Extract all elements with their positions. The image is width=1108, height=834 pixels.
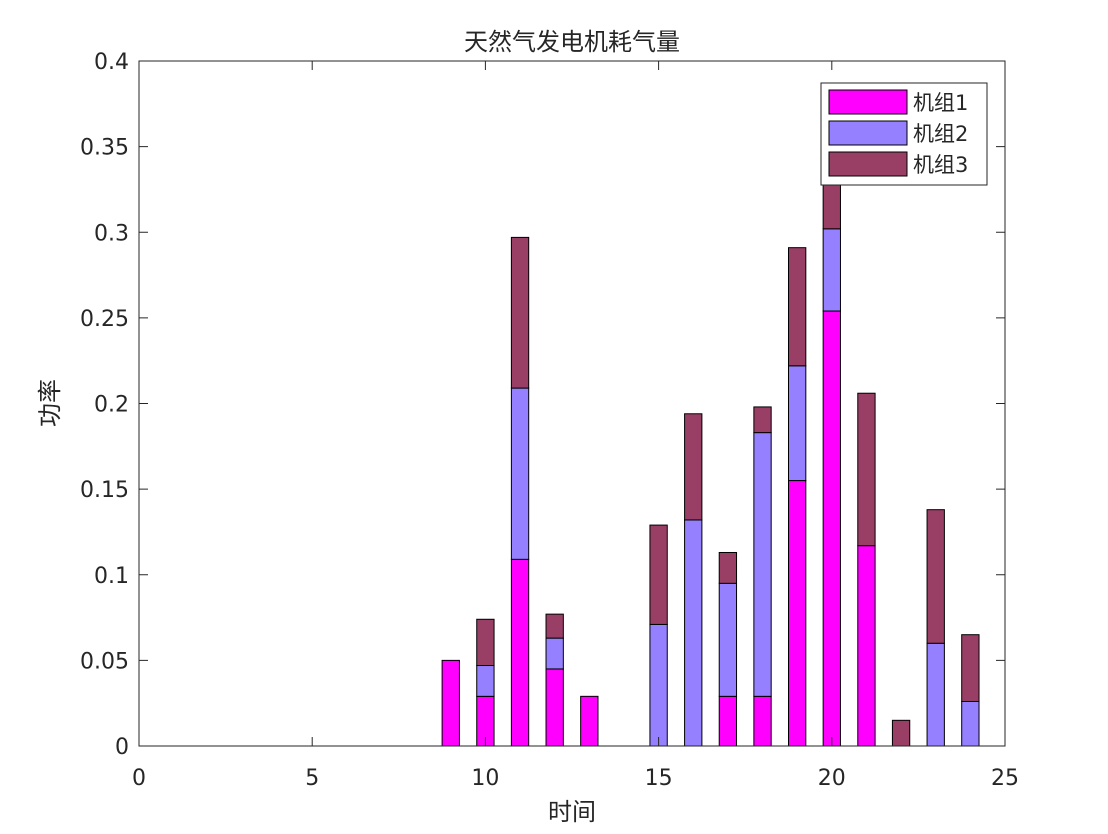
bar-segment <box>857 545 876 747</box>
chart-title: 天然气发电机耗气量 <box>464 28 680 56</box>
bar-segment <box>510 558 530 747</box>
legend: 机组1 机组2 机组3 <box>820 82 988 186</box>
bar-segment <box>961 700 980 747</box>
bar-segment <box>684 413 703 521</box>
legend-swatch <box>828 89 908 115</box>
x-axis-label: 时间 <box>548 798 596 826</box>
bar-segment <box>788 247 807 367</box>
x-tick-label: 5 <box>305 766 319 791</box>
legend-entry-label: 机组2 <box>913 122 968 146</box>
bar-segment <box>545 637 564 670</box>
x-tick-label: 10 <box>471 766 499 791</box>
bar-segment <box>649 524 668 625</box>
bar-segment <box>510 387 530 560</box>
bar-segment <box>788 480 807 747</box>
bar-segment <box>580 695 599 747</box>
bar-segment <box>788 365 807 482</box>
bar-segment <box>753 432 772 697</box>
y-tick-label: 0.15 <box>80 478 129 503</box>
bar-segment <box>545 613 564 639</box>
bar-segment <box>822 310 841 747</box>
y-tick-label: 0.35 <box>80 136 129 161</box>
bar-segment <box>857 392 876 547</box>
y-tick-label: 0.3 <box>94 221 129 246</box>
x-tick-label: 20 <box>818 766 846 791</box>
bar-segment <box>718 551 738 584</box>
legend-swatch <box>828 151 908 177</box>
bar-segment <box>441 659 460 747</box>
bar-segment <box>718 582 738 697</box>
x-tick-label: 25 <box>991 766 1019 791</box>
y-tick-label: 0.4 <box>94 50 129 75</box>
bars-group <box>441 147 980 747</box>
legend-entry-label: 机组1 <box>913 91 968 115</box>
x-tick-label: 0 <box>132 766 146 791</box>
y-tick-label: 0 <box>115 735 129 760</box>
bar-segment <box>476 665 495 697</box>
bar-segment <box>476 618 495 667</box>
legend-entry-label: 机组3 <box>913 153 968 177</box>
bar-segment <box>926 642 945 747</box>
legend-swatch <box>828 120 908 146</box>
axes-group: 0 5 10 15 20 25 0 0.05 0.1 0.15 0.2 0.25 0.3 0.35 0.4 <box>80 50 1019 791</box>
bar-segment <box>545 668 564 747</box>
bar-segment <box>684 519 703 747</box>
bar-segment <box>926 509 945 644</box>
bar-segment <box>961 634 980 702</box>
bar-segment <box>822 228 841 312</box>
bar-segment <box>510 236 530 389</box>
bar-segment <box>753 695 772 747</box>
y-tick-label: 0.2 <box>94 393 129 418</box>
y-tick-label: 0.05 <box>80 649 129 674</box>
bar-segment <box>891 719 911 747</box>
bar-segment <box>753 406 772 434</box>
y-tick-label: 0.1 <box>94 564 129 589</box>
bar-segment <box>718 695 738 747</box>
y-tick-label: 0.25 <box>80 307 129 332</box>
bar-segment <box>649 623 668 747</box>
x-tick-label: 15 <box>645 766 673 791</box>
y-axis-label: 功率 <box>36 379 64 427</box>
